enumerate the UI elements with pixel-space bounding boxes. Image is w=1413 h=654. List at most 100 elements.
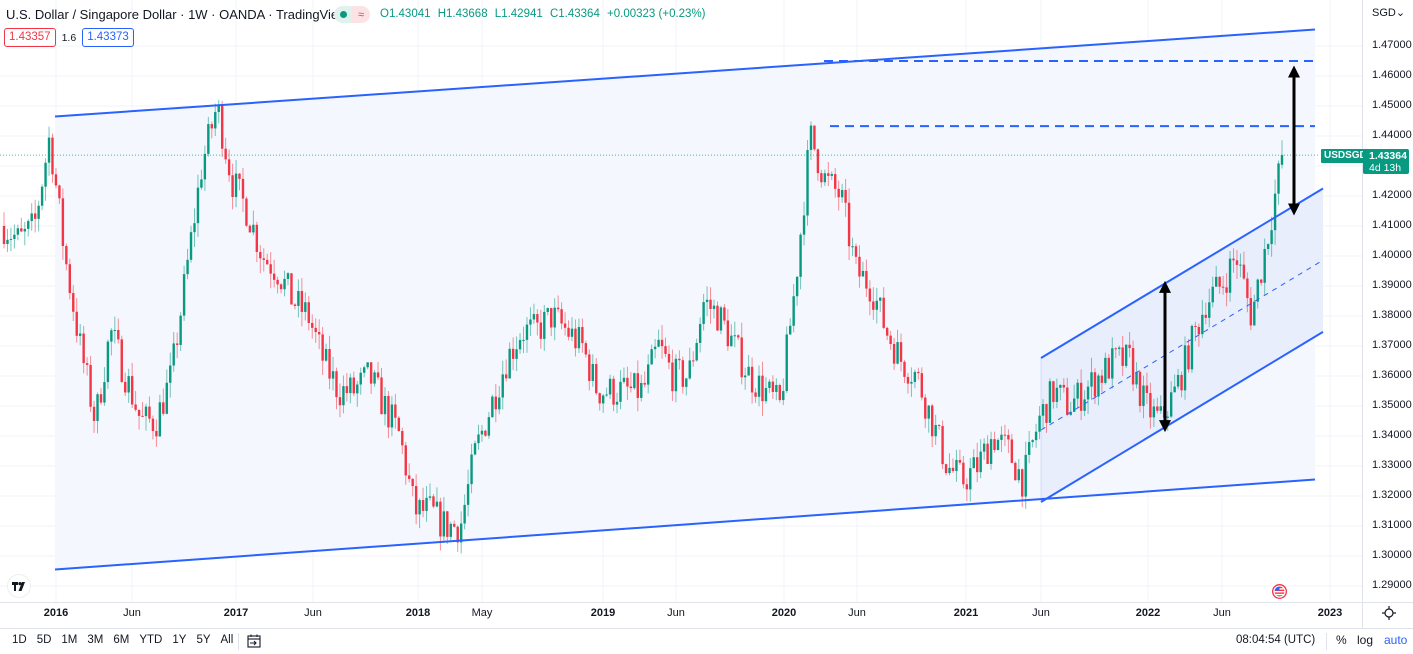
candle-body (660, 339, 664, 347)
candle-body (1135, 371, 1138, 385)
candle-body (1118, 347, 1121, 349)
channel-upper-line (1040, 187, 1324, 359)
chart-legend: U.S. Dollar / Singapore Dollar · 1W · OA… (0, 0, 1320, 28)
candle-body (220, 105, 224, 149)
tradingview-logo-icon[interactable] (7, 574, 31, 598)
date-range-buttons: 1D 5D 1M 3M 6M YTD 1Y 5Y All (12, 634, 243, 646)
candle-body (1128, 344, 1131, 349)
candle-body (622, 377, 626, 382)
time-tick-label: Jun (1032, 607, 1050, 619)
range-button-1m[interactable]: 1M (61, 634, 78, 646)
range-button-3m[interactable]: 3M (87, 634, 104, 646)
candle-body (719, 307, 723, 331)
market-status-pill[interactable]: ≈ (334, 6, 370, 23)
candle-body (442, 511, 446, 537)
candle-body (345, 386, 349, 394)
candle-body (816, 149, 820, 174)
candle-body (276, 279, 279, 285)
approx-icon: ≈ (352, 6, 370, 23)
price-chart[interactable] (0, 0, 1413, 628)
candle-body (82, 333, 85, 364)
calendar-goto-icon[interactable] (247, 634, 261, 649)
candle-body (910, 381, 913, 384)
candle-body (951, 467, 955, 472)
auto-scale-toggle[interactable]: auto (1384, 633, 1408, 647)
candle-body (525, 324, 529, 340)
price-tick-label: 1.34000 (1372, 429, 1412, 441)
candle-body (1021, 469, 1024, 497)
candle-body (1045, 404, 1048, 423)
candle-body (1066, 387, 1069, 415)
price-tick-label: 1.30000 (1372, 549, 1412, 561)
candle-body (428, 496, 432, 498)
candle-body (432, 496, 435, 507)
utc-clock[interactable]: 08:04:54 (UTC) (1236, 634, 1316, 646)
candle-body (366, 362, 369, 368)
candle-body (110, 330, 113, 342)
candle-body (480, 430, 484, 435)
candle-body (421, 500, 425, 511)
bid-ask-panel: 1.43357 1.6 1.43373 (4, 28, 134, 47)
candle-body (619, 381, 622, 402)
candle-body (203, 153, 207, 180)
candle-body (404, 445, 407, 476)
price-tick-label: 1.33000 (1372, 459, 1412, 471)
candle-body (948, 467, 951, 474)
range-button-6m[interactable]: 6M (113, 634, 130, 646)
candle-body (162, 402, 165, 414)
candle-body (989, 439, 993, 464)
candle-body (698, 323, 702, 343)
range-button-5y[interactable]: 5Y (196, 634, 211, 646)
candle-body (266, 259, 269, 265)
candle-body (633, 373, 636, 389)
log-scale-toggle[interactable]: log (1357, 633, 1374, 647)
candle-body (44, 162, 47, 187)
chart-settings-gear-icon[interactable] (1381, 605, 1397, 621)
candle-body (9, 238, 13, 240)
candle-body (640, 382, 643, 398)
candle-body (1111, 348, 1114, 379)
candle-body (155, 430, 158, 437)
range-button-all[interactable]: All (220, 634, 234, 646)
candle-body (664, 346, 667, 354)
sell-button[interactable]: 1.43357 (4, 28, 56, 47)
candle-body (158, 402, 162, 437)
candle-body (65, 246, 68, 265)
price-tick-label: 1.42000 (1372, 189, 1412, 201)
candle-body (1010, 439, 1014, 463)
range-button-1y[interactable]: 1Y (172, 634, 187, 646)
candle-body (1183, 345, 1187, 391)
candle-body (99, 394, 103, 403)
candle-body (608, 378, 612, 395)
us-flag-event-icon[interactable] (1272, 584, 1287, 599)
candle-body (210, 124, 214, 129)
candle-body (331, 371, 335, 379)
candle-body (1235, 260, 1239, 265)
candle-body (927, 405, 930, 419)
candle-body (175, 343, 179, 345)
candle-body (411, 478, 414, 487)
candle-body (293, 304, 297, 306)
candle-body (453, 523, 456, 527)
candle-body (678, 358, 681, 361)
candle-body (1041, 404, 1045, 416)
time-tick-label: 2017 (223, 607, 249, 619)
range-button-5d[interactable]: 5D (36, 634, 52, 646)
range-button-1d[interactable]: 1D (12, 634, 27, 646)
price-tick-label: 1.46000 (1372, 69, 1412, 81)
candle-body (646, 364, 650, 385)
range-button-ytd[interactable]: YTD (139, 634, 163, 646)
candle-body (362, 367, 366, 373)
candle-body (1017, 469, 1020, 481)
symbol-title[interactable]: U.S. Dollar / Singapore Dollar · 1W · OA… (6, 7, 348, 22)
buy-button[interactable]: 1.43373 (82, 28, 134, 47)
candle-body (872, 301, 875, 310)
time-tick-label: 2018 (405, 607, 431, 619)
candle-body (186, 259, 189, 275)
percent-scale-toggle[interactable]: % (1336, 633, 1347, 647)
low-value: L1.42941 (494, 8, 543, 20)
time-tick-label: 2020 (771, 607, 797, 619)
candle-body (1142, 385, 1145, 406)
currency-selector[interactable]: SGD⌄ (1372, 7, 1406, 19)
candle-body (16, 228, 20, 235)
